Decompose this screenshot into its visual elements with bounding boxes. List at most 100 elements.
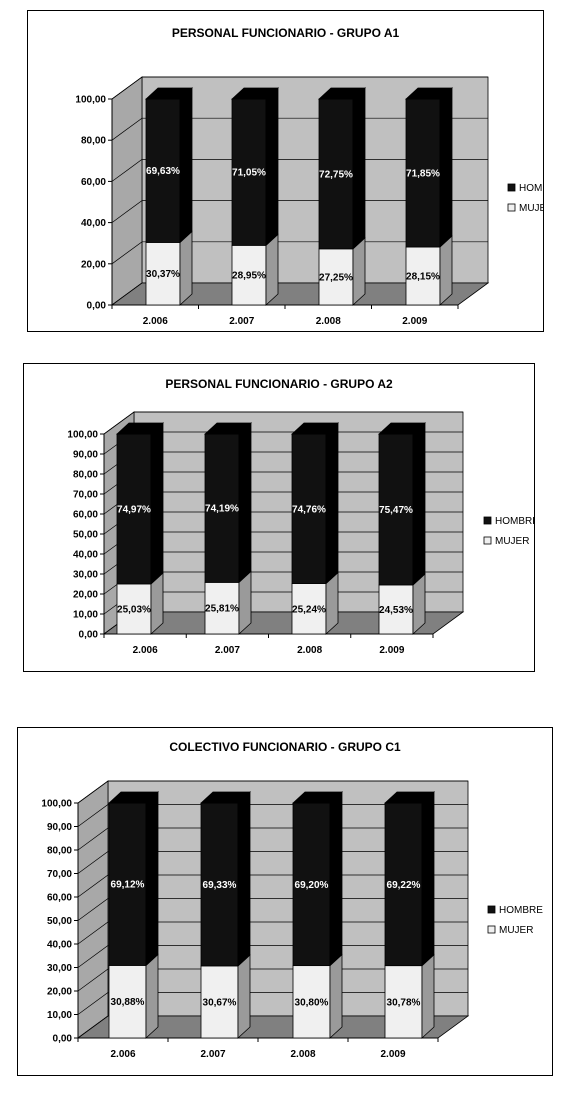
bar-hombre-side <box>179 87 193 244</box>
bar-hombre-front <box>318 98 354 250</box>
data-label-mujer: 28,95% <box>232 271 266 282</box>
bar-hombre-top <box>404 87 454 100</box>
bar-hombre-top <box>317 87 367 100</box>
y-tick-label: 100,00 <box>67 430 98 441</box>
data-label-mujer: 27,25% <box>319 272 353 283</box>
gridline <box>77 874 468 898</box>
data-label-mujer: 30,67% <box>203 997 237 1008</box>
y-tick-label: 50,00 <box>47 916 72 927</box>
y-tick-label: 30,00 <box>47 963 72 974</box>
legend-label-hombre: HOMBRE <box>499 905 543 916</box>
y-tick-label: 60,00 <box>47 893 72 904</box>
bar-hombre-side <box>265 87 279 247</box>
legend-swatch-mujer <box>487 925 496 934</box>
chart-title: PERSONAL FUNCIONARIO - GRUPO A2 <box>165 377 393 391</box>
y-tick-label: 50,00 <box>73 530 98 541</box>
data-label-hombre: 69,63% <box>146 166 180 177</box>
x-tick-label: 2.006 <box>110 1049 135 1060</box>
chart-a2-svg: PERSONAL FUNCIONARIO - GRUPO A2 0,00 10,00… <box>67 377 534 656</box>
legend-label-mujer: MUJER <box>495 536 529 547</box>
y-tick-label: 40,00 <box>81 218 106 229</box>
side-wall <box>111 76 143 306</box>
bar-hombre-top <box>107 791 160 804</box>
data-label-hombre: 75,47% <box>379 505 413 516</box>
bar-mujer-side <box>265 233 279 306</box>
chart-panel-c1: COLECTIVO FUNCIONARIO - GRUPO C1 0,00 10,0… <box>17 727 553 1076</box>
y-tick-label: 100,00 <box>75 95 106 106</box>
bar-mujer-front <box>405 246 441 306</box>
gridline <box>77 945 468 968</box>
gridline <box>77 968 468 992</box>
y-tick-label: 0,00 <box>53 1034 73 1045</box>
bar-hombre-top <box>230 87 280 100</box>
bar-mujer-front <box>108 965 147 1039</box>
legend-label-hombre: HOMBRE <box>519 183 543 194</box>
bar-mujer-side <box>145 953 159 1039</box>
gridline <box>77 851 468 874</box>
y-tick-label: 0,00 <box>87 301 107 312</box>
gridline <box>77 827 468 851</box>
bar-hombre-top <box>203 422 253 435</box>
bar-mujer-front <box>116 583 152 635</box>
y-tick-label: 80,00 <box>47 846 72 857</box>
gridline <box>77 921 468 945</box>
bar-hombre-side <box>439 87 453 248</box>
bar-hombre-top <box>144 87 194 100</box>
gridline <box>77 804 468 827</box>
bar-hombre-front <box>231 98 267 246</box>
bar-hombre-side <box>325 422 339 585</box>
gridline <box>77 780 468 804</box>
y-tick-label: 90,00 <box>47 822 72 833</box>
y-tick-label: 100,00 <box>41 799 72 810</box>
data-label-mujer: 30,80% <box>295 997 329 1008</box>
data-label-mujer: 25,81% <box>205 604 239 615</box>
data-label-hombre: 74,97% <box>117 504 151 515</box>
y-tick-label: 10,00 <box>47 1010 72 1021</box>
bar-mujer-side <box>237 954 251 1039</box>
gridline <box>111 76 488 100</box>
gridline <box>111 241 488 265</box>
bar-hombre-front <box>292 802 331 967</box>
data-label-mujer: 25,24% <box>292 604 326 615</box>
y-tick-label: 10,00 <box>73 610 98 621</box>
x-tick-label: 2.009 <box>402 316 427 327</box>
x-tick-label: 2.008 <box>297 645 322 656</box>
data-label-mujer: 25,03% <box>117 604 151 615</box>
y-tick-label: 30,00 <box>73 570 98 581</box>
gridline <box>103 411 463 435</box>
x-tick-label: 2.006 <box>143 316 168 327</box>
bar-hombre-front <box>200 802 239 967</box>
data-label-hombre: 69,12% <box>111 880 145 891</box>
legend-swatch-mujer <box>507 203 516 212</box>
x-tick-label: 2.009 <box>379 645 404 656</box>
bar-hombre-front <box>384 802 423 967</box>
legend-swatch-hombre <box>507 183 516 192</box>
bar-hombre-top <box>199 791 252 804</box>
x-tick-label: 2.007 <box>200 1049 225 1060</box>
legend-swatch-mujer <box>483 536 492 545</box>
chart-a1-svg: PERSONAL FUNCIONARIO - GRUPO A1 0,00 20,00… <box>75 26 543 327</box>
bar-mujer-side <box>439 235 453 306</box>
bar-mujer-side <box>179 230 193 306</box>
legend-swatch-hombre <box>483 516 492 525</box>
bar-hombre-top <box>383 791 436 804</box>
y-tick-label: 40,00 <box>73 550 98 561</box>
chart-title: PERSONAL FUNCIONARIO - GRUPO A1 <box>172 26 400 40</box>
bar-mujer-front <box>231 244 267 306</box>
bar-mujer-side <box>329 953 343 1039</box>
bar-hombre-side <box>352 87 366 250</box>
bar-hombre-front <box>108 802 147 966</box>
y-tick-label: 20,00 <box>73 590 98 601</box>
chart-panel-a2: PERSONAL FUNCIONARIO - GRUPO A2 0,00 10,00… <box>23 363 535 672</box>
bar-hombre-side <box>421 791 435 967</box>
bar-hombre-side <box>145 791 159 967</box>
y-tick-label: 80,00 <box>81 136 106 147</box>
gridline <box>111 200 488 223</box>
x-tick-label: 2.007 <box>229 316 254 327</box>
bar-mujer-side <box>421 953 435 1039</box>
legend-label-mujer: MUJER <box>519 203 543 214</box>
bar-hombre-top <box>377 422 427 435</box>
bar-hombre-front <box>291 433 327 584</box>
gridline <box>111 117 488 141</box>
bar-hombre-side <box>237 791 251 967</box>
